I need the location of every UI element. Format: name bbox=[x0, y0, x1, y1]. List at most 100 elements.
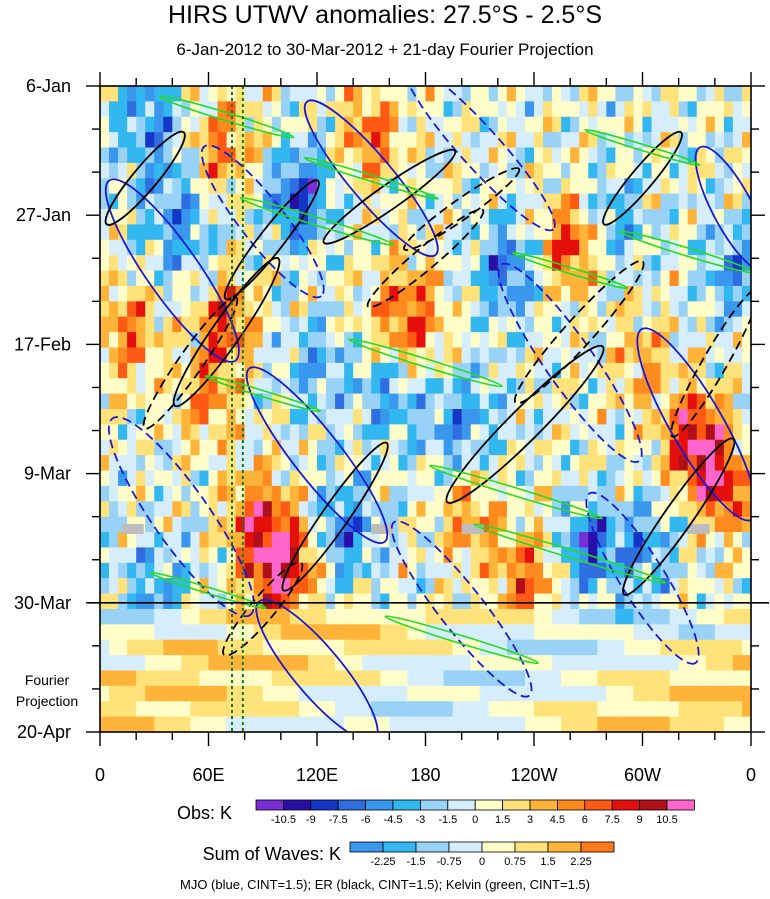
heat-cell bbox=[307, 624, 318, 641]
heat-cell bbox=[524, 516, 535, 533]
heat-cell bbox=[353, 424, 363, 441]
heat-cell bbox=[154, 162, 164, 179]
heat-cell bbox=[145, 209, 155, 226]
heat-cell bbox=[506, 701, 517, 718]
heat-cell bbox=[687, 378, 698, 395]
heat-cell bbox=[470, 270, 481, 287]
heat-cell bbox=[199, 132, 210, 149]
heat-cell bbox=[543, 162, 553, 179]
heat-cell bbox=[443, 285, 454, 302]
heat-cell bbox=[317, 301, 327, 318]
heat-cell bbox=[289, 239, 300, 256]
heat-cell bbox=[452, 162, 463, 179]
er-contour bbox=[622, 437, 736, 596]
heat-cell bbox=[534, 301, 544, 318]
heat-cell bbox=[687, 209, 698, 226]
heat-cell bbox=[660, 316, 671, 333]
heat-cell bbox=[289, 562, 300, 579]
heat-cell bbox=[732, 270, 743, 287]
heat-cell bbox=[741, 209, 751, 226]
heat-cell bbox=[705, 409, 716, 425]
heat-cell bbox=[723, 685, 734, 702]
heat-cell bbox=[262, 101, 273, 118]
heat-cell bbox=[741, 670, 751, 687]
heat-cell bbox=[407, 147, 418, 164]
heat-cell bbox=[362, 301, 372, 318]
heat-cell bbox=[217, 86, 228, 102]
heat-cell bbox=[705, 86, 716, 102]
heat-cell bbox=[452, 239, 463, 256]
heat-cell bbox=[181, 516, 192, 533]
heat-cell bbox=[244, 670, 255, 687]
heat-cell bbox=[452, 516, 463, 533]
heat-cell bbox=[154, 701, 164, 718]
heat-cell bbox=[371, 562, 381, 579]
heat-cell bbox=[615, 347, 626, 364]
heat-cell bbox=[515, 347, 526, 364]
heat-cell bbox=[714, 562, 725, 579]
heat-cell bbox=[660, 701, 671, 718]
heat-cell bbox=[687, 193, 698, 210]
heat-cell bbox=[208, 701, 219, 718]
heat-cell bbox=[353, 316, 363, 333]
contour-legend-caption: MJO (blue, CINT=1.5); ER (black, CINT=1.… bbox=[180, 877, 590, 892]
heat-cell bbox=[362, 608, 372, 625]
heat-cell bbox=[380, 716, 390, 732]
kelvin-contour bbox=[303, 156, 439, 200]
heat-cell bbox=[271, 132, 282, 149]
heat-cell bbox=[534, 562, 544, 579]
heat-cell bbox=[651, 239, 662, 256]
colorbar-cell-waves bbox=[382, 841, 417, 853]
heat-cell bbox=[199, 362, 210, 379]
heat-cell bbox=[506, 86, 517, 102]
heat-cell bbox=[552, 532, 562, 549]
heat-cell bbox=[344, 639, 354, 656]
heat-cell bbox=[561, 593, 571, 610]
heat-cell bbox=[100, 255, 110, 272]
heat-cell bbox=[163, 86, 173, 102]
heat-cell bbox=[389, 393, 399, 410]
heat-cell bbox=[515, 316, 526, 333]
heat-cell bbox=[515, 639, 526, 656]
heat-cell bbox=[244, 362, 255, 379]
heat-cell bbox=[307, 209, 318, 226]
heat-cell bbox=[127, 578, 137, 595]
heat-cell bbox=[570, 362, 580, 379]
colorbar-label-obs: 10.5 bbox=[656, 814, 677, 826]
heat-cell bbox=[217, 424, 228, 441]
heat-cell bbox=[362, 393, 372, 410]
heat-cell bbox=[588, 701, 598, 718]
heat-cell bbox=[588, 578, 598, 595]
heat-cell bbox=[344, 547, 354, 564]
heat-cell bbox=[407, 193, 418, 210]
x-tick-label: 180 bbox=[410, 765, 440, 785]
heat-cell bbox=[597, 316, 607, 333]
heat-cell bbox=[163, 716, 173, 732]
heat-cell bbox=[651, 316, 662, 333]
heat-cell bbox=[217, 516, 228, 533]
heat-cell bbox=[470, 116, 481, 133]
heat-cell bbox=[570, 301, 580, 318]
heat-cell bbox=[307, 301, 318, 318]
heat-cell bbox=[262, 116, 273, 133]
heat-cell bbox=[425, 162, 436, 179]
heat-cell bbox=[624, 209, 635, 226]
heat-cell bbox=[109, 162, 119, 179]
heat-cell bbox=[488, 670, 499, 687]
heat-cell bbox=[669, 532, 680, 549]
heat-cell bbox=[642, 547, 653, 564]
heat-cell bbox=[280, 332, 291, 349]
heat-cell bbox=[190, 101, 201, 118]
heat-cell bbox=[389, 685, 399, 702]
heat-cell bbox=[723, 178, 734, 195]
heat-cell bbox=[326, 608, 336, 625]
heat-cell bbox=[705, 532, 716, 549]
heat-cell bbox=[307, 501, 318, 518]
heat-cell bbox=[461, 147, 472, 164]
heat-cell bbox=[298, 409, 309, 425]
heat-cell bbox=[335, 608, 345, 625]
heat-cell bbox=[479, 501, 490, 518]
heat-cell bbox=[172, 116, 182, 133]
heat-cell bbox=[362, 501, 372, 518]
heat-cell bbox=[380, 409, 390, 425]
